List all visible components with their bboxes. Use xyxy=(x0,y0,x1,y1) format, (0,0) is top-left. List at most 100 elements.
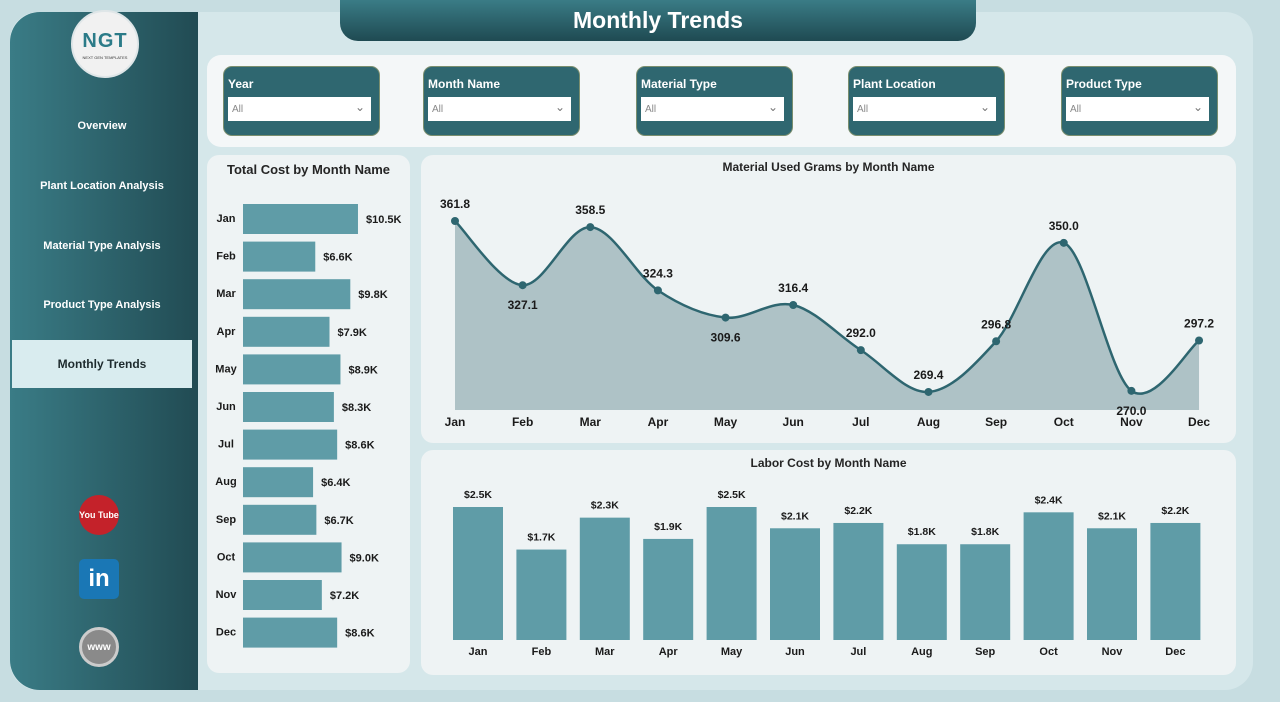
data-label: $2.1K xyxy=(781,510,809,522)
bar xyxy=(1023,512,1074,640)
month-label: Dec xyxy=(216,627,236,639)
x-tick-label: Apr xyxy=(648,415,669,429)
filter-label: Material Type xyxy=(641,77,717,91)
x-tick-label: Sep xyxy=(985,415,1007,429)
sidebar-item-material-type[interactable]: Material Type Analysis xyxy=(43,240,161,252)
x-tick-label: Mar xyxy=(595,646,615,658)
sidebar-item-overview[interactable]: Overview xyxy=(77,120,127,132)
chart-title: Material Used Grams by Month Name xyxy=(722,160,935,174)
data-point xyxy=(721,313,730,322)
data-point xyxy=(992,337,1001,346)
filter-value: All xyxy=(645,104,657,115)
data-label: $8.6K xyxy=(345,440,374,452)
data-point xyxy=(518,281,527,290)
bar xyxy=(1150,522,1201,640)
month-label: Jan xyxy=(217,213,236,225)
month-label: Oct xyxy=(217,551,236,563)
data-label: 309.6 xyxy=(711,331,741,345)
month-label: Sep xyxy=(216,514,236,526)
data-label: 292.0 xyxy=(846,326,876,340)
filter-label: Year xyxy=(228,77,254,91)
filter-product-type: Product Type All ⌄ xyxy=(1061,66,1218,136)
chevron-down-icon: ⌄ xyxy=(554,100,565,114)
sidebar-item-product-type[interactable]: Product Type Analysis xyxy=(43,299,161,311)
x-tick-label: May xyxy=(721,646,743,658)
data-label: $8.3K xyxy=(342,402,371,414)
x-tick-label: Jun xyxy=(783,415,804,429)
data-label: $2.4K xyxy=(1035,494,1063,506)
data-label: $9.8K xyxy=(358,289,387,301)
bar xyxy=(243,241,316,272)
filter-dropdown[interactable]: All ⌄ xyxy=(641,97,784,121)
filter-dropdown[interactable]: All ⌄ xyxy=(1066,97,1209,121)
data-label: 361.8 xyxy=(440,197,470,211)
month-label: Mar xyxy=(216,288,236,300)
data-label: $1.8K xyxy=(908,526,936,538)
x-tick-label: Dec xyxy=(1188,415,1210,429)
data-point xyxy=(1127,386,1136,395)
x-tick-label: Apr xyxy=(659,646,679,658)
month-label: Nov xyxy=(216,589,238,601)
x-tick-label: Feb xyxy=(532,646,552,658)
bar xyxy=(706,507,757,640)
filter-value: All xyxy=(432,104,444,115)
bar xyxy=(243,429,338,460)
data-label: $2.1K xyxy=(1098,510,1126,522)
chevron-down-icon: ⌄ xyxy=(979,100,990,114)
bar xyxy=(243,542,342,573)
filter-value: All xyxy=(1070,104,1082,115)
data-label: $10.5K xyxy=(366,214,402,226)
data-label: $9.0K xyxy=(350,552,379,564)
data-label: $6.4K xyxy=(321,477,350,489)
bar xyxy=(833,522,884,640)
x-tick-label: Sep xyxy=(975,646,995,658)
month-label: Feb xyxy=(216,251,236,263)
month-label: May xyxy=(215,363,237,375)
x-tick-label: Oct xyxy=(1039,646,1058,658)
x-tick-label: Nov xyxy=(1120,415,1143,429)
data-point xyxy=(586,223,595,232)
month-label: Apr xyxy=(217,326,237,338)
data-label: $1.7K xyxy=(527,532,555,544)
x-tick-label: Jul xyxy=(852,415,869,429)
bar xyxy=(243,580,322,610)
bar xyxy=(243,316,330,347)
youtube-icon[interactable]: You Tube xyxy=(79,495,119,535)
sidebar-item-monthly-trends[interactable]: Monthly Trends xyxy=(12,340,192,388)
x-tick-label: Aug xyxy=(917,415,940,429)
data-label: $2.5K xyxy=(464,489,492,501)
globe-icon[interactable]: www xyxy=(79,627,119,667)
data-label: $2.2K xyxy=(844,505,872,517)
bar xyxy=(770,528,820,640)
chart-title: Total Cost by Month Name xyxy=(227,162,390,177)
chevron-down-icon: ⌄ xyxy=(354,100,365,114)
bar xyxy=(243,354,341,385)
x-tick-label: Mar xyxy=(580,415,602,429)
area-fill xyxy=(455,221,1200,410)
x-tick-label: Dec xyxy=(1165,646,1185,658)
filter-label: Product Type xyxy=(1066,77,1142,91)
x-tick-label: Oct xyxy=(1054,415,1074,429)
data-label: $6.7K xyxy=(324,515,353,527)
filter-year: Year All ⌄ xyxy=(223,66,380,136)
data-point xyxy=(451,217,459,225)
x-tick-label: May xyxy=(714,415,738,429)
filter-dropdown[interactable]: All ⌄ xyxy=(228,97,371,121)
filter-label: Plant Location xyxy=(853,77,936,91)
x-tick-label: Nov xyxy=(1102,646,1124,658)
filter-dropdown[interactable]: All ⌄ xyxy=(428,97,571,121)
chevron-down-icon: ⌄ xyxy=(1192,100,1203,114)
bar xyxy=(516,549,567,640)
data-label: 316.4 xyxy=(778,281,808,295)
filter-dropdown[interactable]: All ⌄ xyxy=(853,97,996,121)
filter-value: All xyxy=(857,104,869,115)
filter-plant-location: Plant Location All ⌄ xyxy=(848,66,1005,136)
data-label: 324.3 xyxy=(643,266,673,280)
data-label: 297.2 xyxy=(1184,317,1214,331)
logo-text: NGT xyxy=(82,30,128,52)
sidebar-item-plant-location[interactable]: Plant Location Analysis xyxy=(40,180,164,192)
bar xyxy=(579,517,630,640)
bar xyxy=(896,544,947,640)
linkedin-icon[interactable]: in xyxy=(79,559,119,599)
data-label: 296.8 xyxy=(981,317,1011,331)
